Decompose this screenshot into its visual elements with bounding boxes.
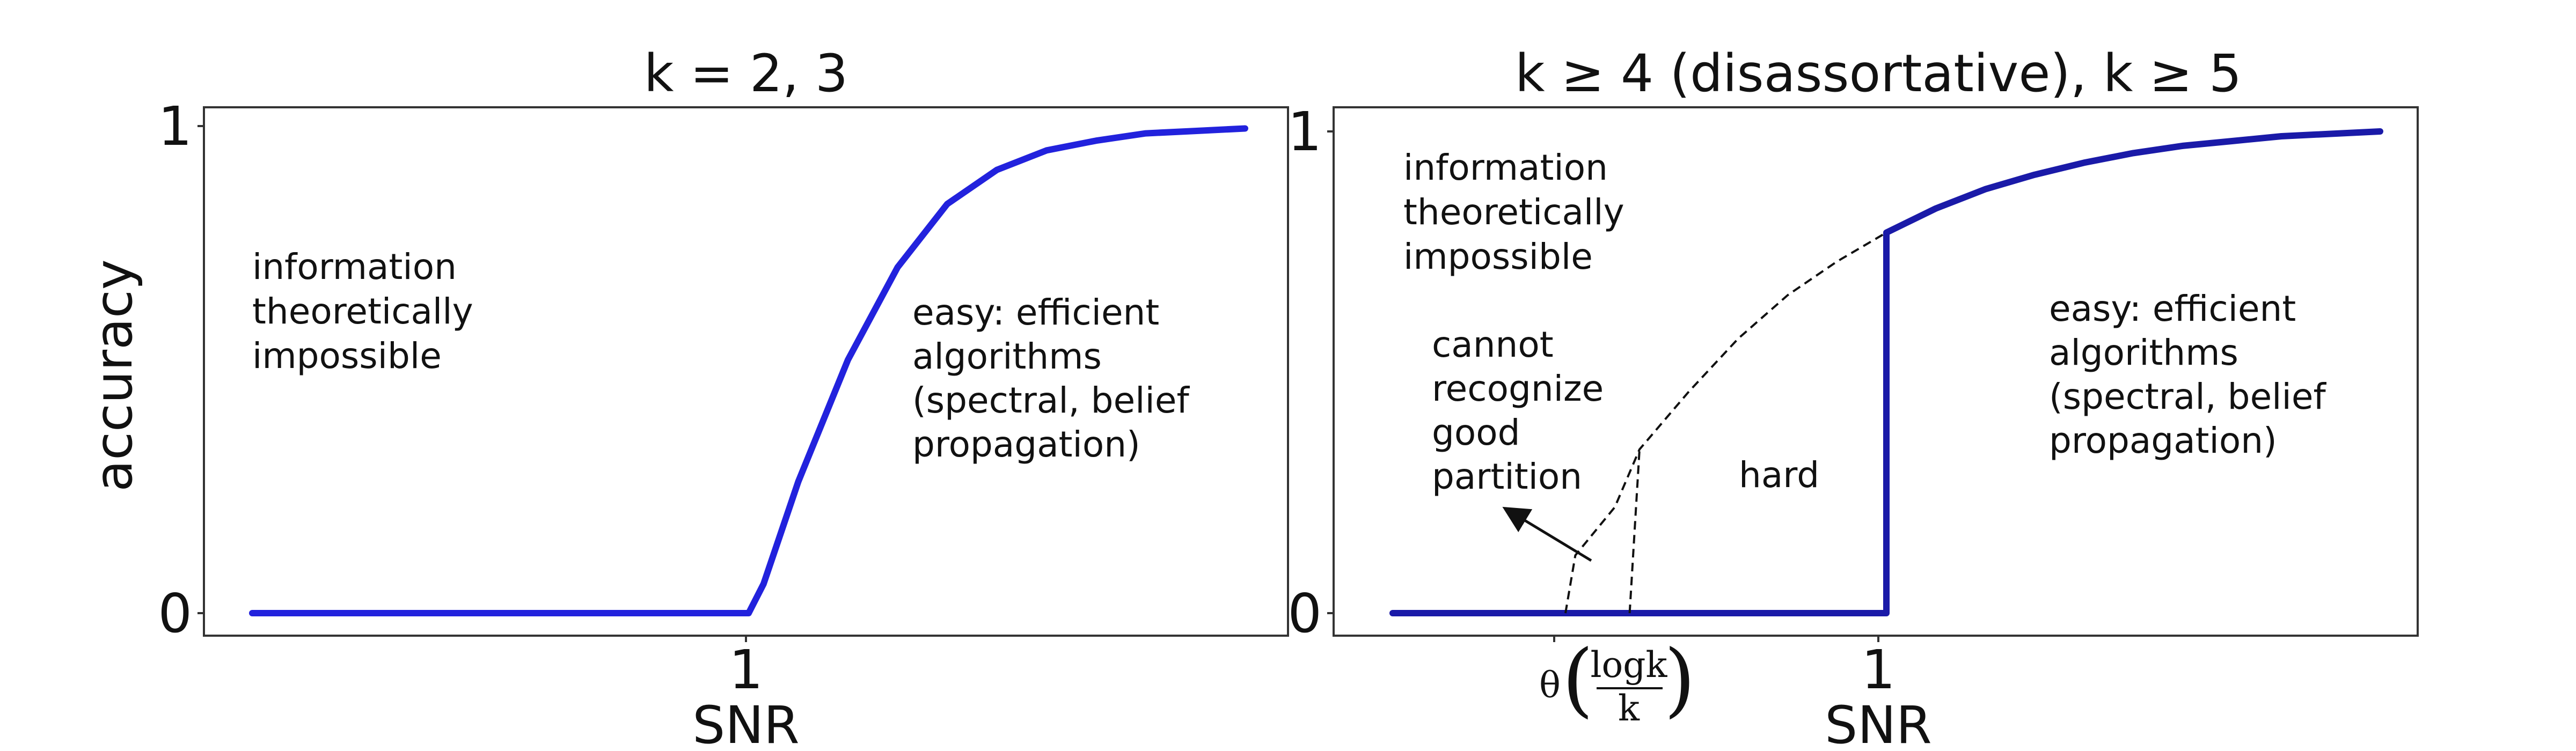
left-xtick-1: 1 <box>729 638 763 701</box>
right-plot-frame <box>1333 106 2419 637</box>
left-annotation-impossible-line-1: information <box>252 246 457 288</box>
right-annotation-hard-line-1: hard <box>1739 454 1819 496</box>
left-title: k = 2, 3 <box>644 43 848 104</box>
theta-denominator: k <box>1618 688 1640 729</box>
right-annotation-easy: easy: efficient algorithms (spectral, be… <box>2049 288 2337 461</box>
theta-numerator: logk <box>1590 644 1667 686</box>
right-ytick-1: 1 <box>1287 100 1322 163</box>
left-ytick-1: 1 <box>158 95 192 158</box>
right-annotation-impossible-line-1: information <box>1403 147 1608 188</box>
right-annotation-cannot-recognize: cannot recognize good partition <box>1432 324 1615 497</box>
right-annotation-arrow <box>1502 506 1592 562</box>
right-title: k ≥ 4 (disassortative), k ≥ 5 <box>1515 43 2242 104</box>
left-xlabel: SNR <box>692 695 799 751</box>
left-annotation-easy-line-4: propagation) <box>912 424 1140 465</box>
theta-left-paren: ( <box>1562 633 1594 726</box>
left-annotation-impossible-line-3: impossible <box>252 335 442 377</box>
left-annotation-easy-line-1: easy: efficient <box>912 292 1159 333</box>
right-annotation-easy-line-4: propagation) <box>2049 420 2277 461</box>
right-ytick-0: 0 <box>1287 582 1322 645</box>
right-annotation-easy-line-3: (spectral, belief <box>2049 376 2326 417</box>
theta-right-paren: ) <box>1664 633 1696 726</box>
right-annotation-easy-line-1: easy: efficient <box>2049 288 2296 329</box>
right-xtick-theta: θ ( logk k ) <box>1539 633 1695 729</box>
right-annotation-cannot-line-2: recognize <box>1432 368 1604 409</box>
left-ytick-0: 0 <box>158 582 192 645</box>
theta-symbol: θ <box>1539 665 1561 706</box>
right-annotation-impossible-line-3: impossible <box>1403 236 1593 277</box>
right-annotation-easy-line-2: algorithms <box>2049 332 2238 373</box>
right-annotation-cannot-line-1: cannot <box>1432 324 1554 365</box>
right-annotation-hard: hard <box>1739 454 1819 496</box>
left-annotation-easy: easy: efficient algorithms (spectral, be… <box>912 292 1201 465</box>
left-ylabel: accuracy <box>84 259 144 491</box>
right-series-dashed-curve <box>1564 231 1887 614</box>
right-xtick-1: 1 <box>1861 638 1896 701</box>
right-series-dashed-boundary <box>1628 449 1641 614</box>
left-annotation-impossible: information theoretically impossible <box>252 246 485 377</box>
right-panel: k ≥ 4 (disassortative), k ≥ 5 1 0 1 θ ( … <box>1287 43 2419 751</box>
right-annotation-impossible: information theoretically impossible <box>1403 147 1636 277</box>
left-annotation-easy-line-3: (spectral, belief <box>912 380 1190 421</box>
left-annotation-impossible-line-2: theoretically <box>252 291 473 332</box>
right-annotation-impossible-line-2: theoretically <box>1403 192 1624 233</box>
left-annotation-easy-line-2: algorithms <box>912 336 1102 377</box>
right-annotation-cannot-line-3: good <box>1432 412 1520 453</box>
right-xlabel: SNR <box>1825 695 1931 751</box>
right-annotation-cannot-line-4: partition <box>1432 456 1582 497</box>
right-series-accuracy-curve <box>1389 128 2383 616</box>
left-series-accuracy-curve <box>249 125 1248 616</box>
left-panel: k = 2, 3 1 0 1 SNR accuracy information … <box>84 43 1289 751</box>
